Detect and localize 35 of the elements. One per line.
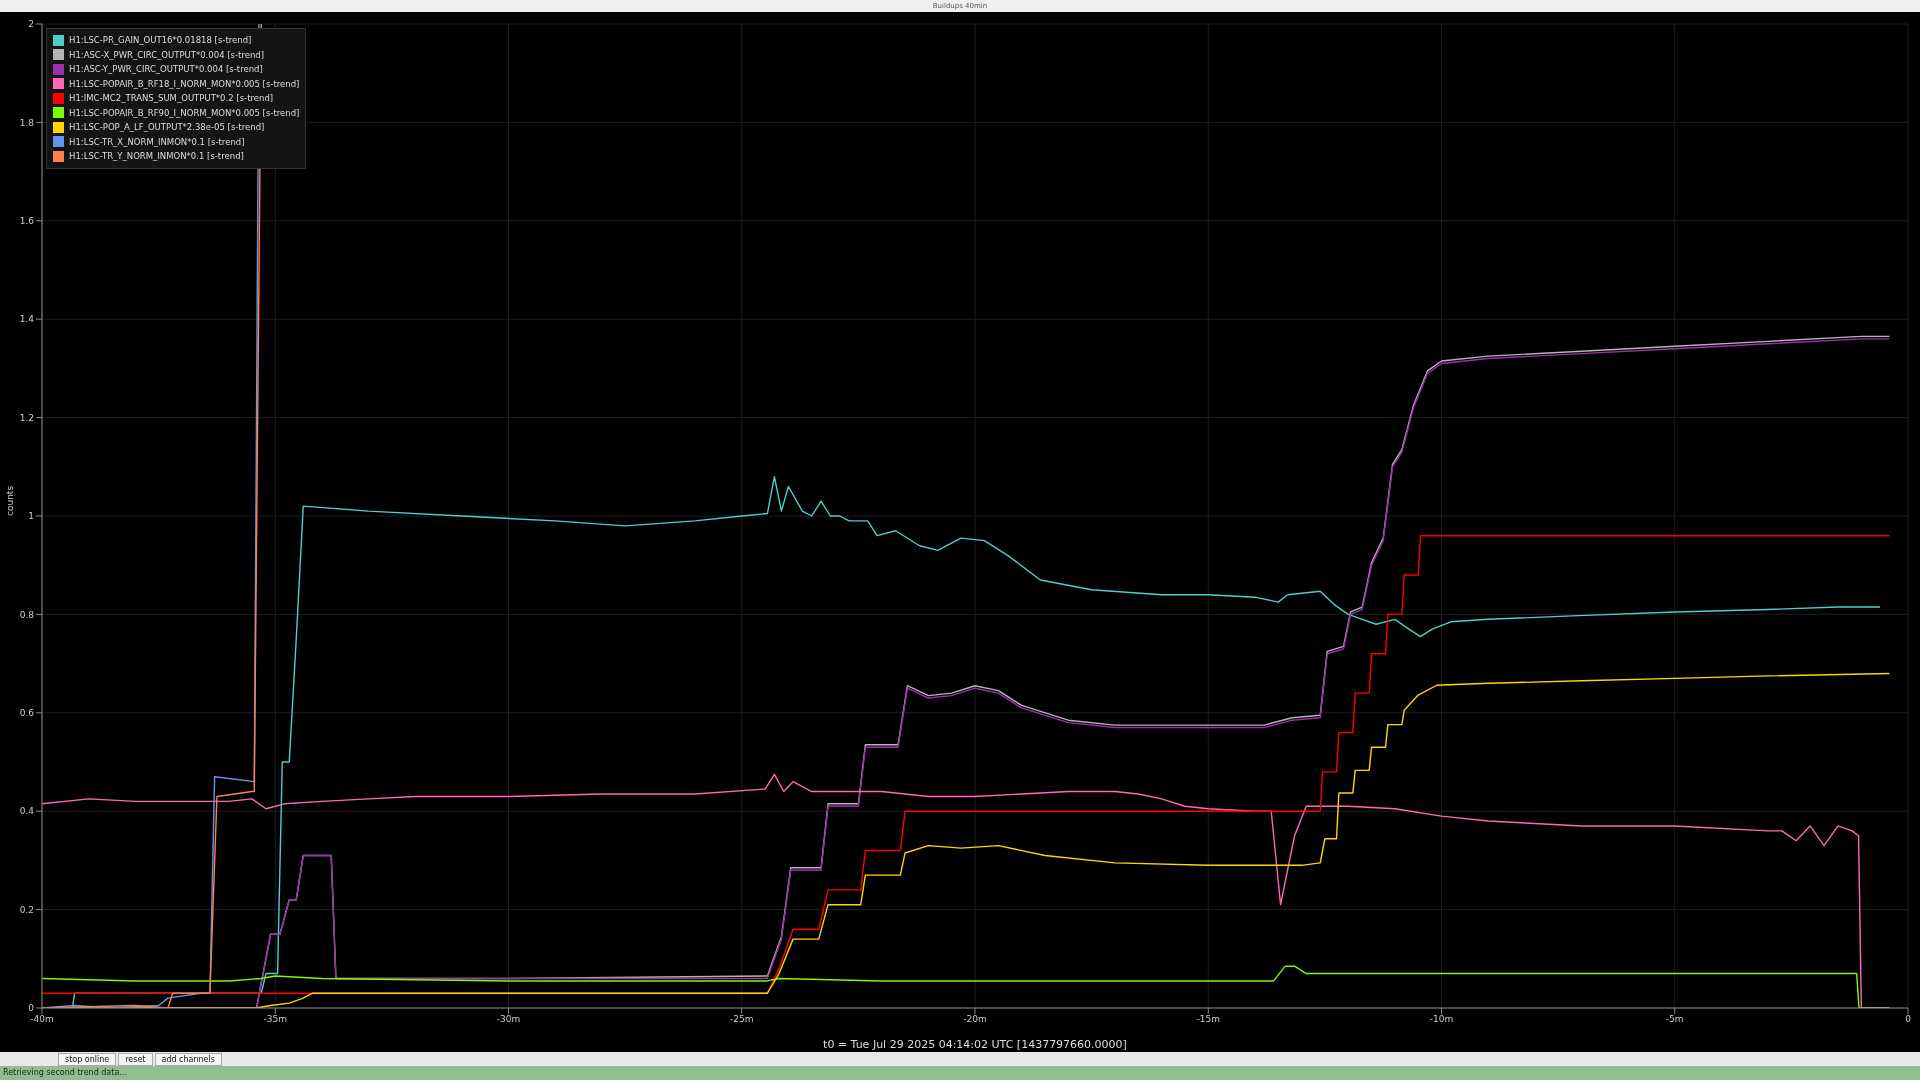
y-tick-label: 1.2	[19, 412, 34, 423]
y-tick-label: 1.4	[19, 314, 35, 325]
y-tick-label: 0.4	[19, 806, 35, 817]
x-tick-label: -30m	[496, 1014, 521, 1025]
x-tick-label: -40m	[30, 1014, 54, 1025]
x-tick-label: -15m	[1196, 1014, 1220, 1025]
y-tick-label: 1.8	[19, 117, 35, 128]
y-tick-label: 0	[28, 1003, 35, 1014]
y-tick-label: 0.8	[19, 609, 35, 620]
legend-label: H1:LSC-POPAIR_B_RF90_I_NORM_MON*0.005 [s-trend]	[69, 107, 300, 118]
text: stop online	[58, 1052, 117, 1066]
legend-label: H1:LSC-PR_GAIN_OUT16*0.01818 [s-trend]	[69, 35, 252, 46]
legend-label: H1:IMC-MC2_TRANS_SUM_OUTPUT*0.2 [s-trend]	[69, 93, 274, 104]
y-tick-label: 1.6	[19, 216, 35, 226]
y-tick-label: 1	[28, 511, 34, 522]
y-tick-label: 2	[28, 19, 34, 30]
legend-label: H1:LSC-POPAIR_B_RF18_I_NORM_MON*0.005 [s-trend]	[69, 78, 300, 89]
legend-label: H1:LSC-TR_Y_NORM_INMON*0.1 [s-trend]	[69, 151, 244, 162]
text: add channels	[154, 1052, 222, 1066]
legend-label: H1:LSC-TR_X_NORM_INMON*0.1 [s-trend]	[69, 136, 245, 147]
x-tick-label: -35m	[263, 1014, 287, 1025]
legend-label: H1:LSC-POP_A_LF_OUTPUT*2.38e-05 [s-trend]	[69, 122, 265, 133]
legend-label: H1:ASC-X_PWR_CIRC_OUTPUT*0.004 [s-trend]	[69, 49, 265, 60]
x-axis-title: t0 = Tue Jul 29 2025 04:14:02 UTC [1437797660.0000]	[823, 1038, 1127, 1051]
x-tick-label: -20m	[963, 1014, 987, 1025]
text: Retrieving second trend data...	[0, 1066, 1920, 1080]
y-tick-label: 0.2	[19, 904, 34, 915]
legend-label: H1:ASC-Y_PWR_CIRC_OUTPUT*0.004 [s-trend]	[69, 64, 263, 75]
y-tick-label: 0.6	[19, 707, 35, 718]
x-tick-label: -5m	[1665, 1014, 1684, 1025]
x-tick-label: 0	[1905, 1014, 1912, 1025]
text: reset	[118, 1052, 153, 1066]
x-tick-label: -25m	[730, 1014, 754, 1025]
y-axis-title: counts	[5, 485, 16, 516]
x-tick-label: -10m	[1429, 1014, 1454, 1025]
